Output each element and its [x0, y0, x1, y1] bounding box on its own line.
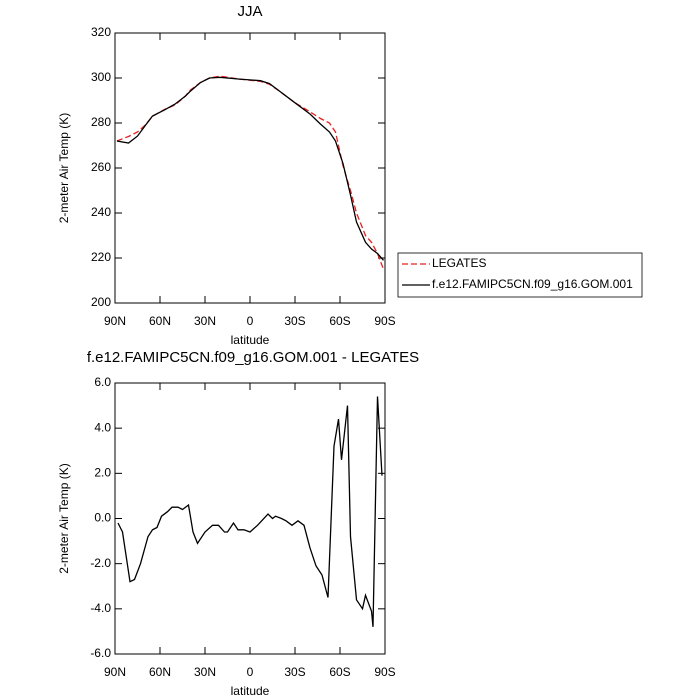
y-axis-label: 2-meter Air Temp (K) [57, 113, 71, 223]
x-tick-label: 30N [194, 314, 216, 328]
y-tick-label: 6.0 [94, 375, 111, 389]
x-tick-label: 60N [149, 314, 171, 328]
chart-title: JJA [237, 3, 262, 20]
x-tick-label: 90S [374, 665, 395, 679]
plot-frame [114, 382, 386, 655]
y-tick-label: -2.0 [90, 556, 111, 570]
x-tick-label: 30N [194, 665, 216, 679]
y-tick-label: 300 [91, 70, 111, 84]
y-tick-label: 2.0 [94, 466, 111, 480]
y-tick-label: 280 [91, 115, 111, 129]
y-tick-label: 260 [91, 160, 111, 174]
x-tick-label: 90S [374, 314, 395, 328]
y-tick-label: 4.0 [94, 420, 111, 434]
y-axis-label: 2-meter Air Temp (K) [57, 463, 71, 573]
y-tick-label: 220 [91, 250, 111, 264]
legend-box [397, 252, 643, 298]
x-tick-label: 30S [284, 665, 305, 679]
y-tick-label: 240 [91, 205, 111, 219]
data-line [116, 75, 385, 270]
x-axis-label: latitude [231, 684, 270, 698]
data-line [117, 396, 383, 627]
x-tick-label: 30S [284, 314, 305, 328]
y-tick-label: 320 [91, 25, 111, 39]
data-line [116, 76, 384, 261]
x-axis-label: latitude [231, 333, 270, 347]
chart-title: f.e12.FAMIPC5CN.f09_g16.GOM.001 - LEGATE… [87, 349, 419, 366]
y-tick-label: -4.0 [90, 601, 111, 615]
legend-label: LEGATES [432, 256, 486, 270]
y-tick-label: -6.0 [90, 646, 111, 660]
x-tick-label: 90N [104, 314, 126, 328]
y-tick-label: 200 [91, 295, 111, 309]
y-tick-label: 0.0 [94, 511, 111, 525]
x-tick-label: 0 [247, 665, 254, 679]
x-tick-label: 60S [329, 314, 350, 328]
legend-label: f.e12.FAMIPC5CN.f09_g16.GOM.001 [432, 277, 633, 291]
x-tick-label: 60N [149, 665, 171, 679]
x-tick-label: 90N [104, 665, 126, 679]
x-tick-label: 0 [247, 314, 254, 328]
x-tick-label: 60S [329, 665, 350, 679]
